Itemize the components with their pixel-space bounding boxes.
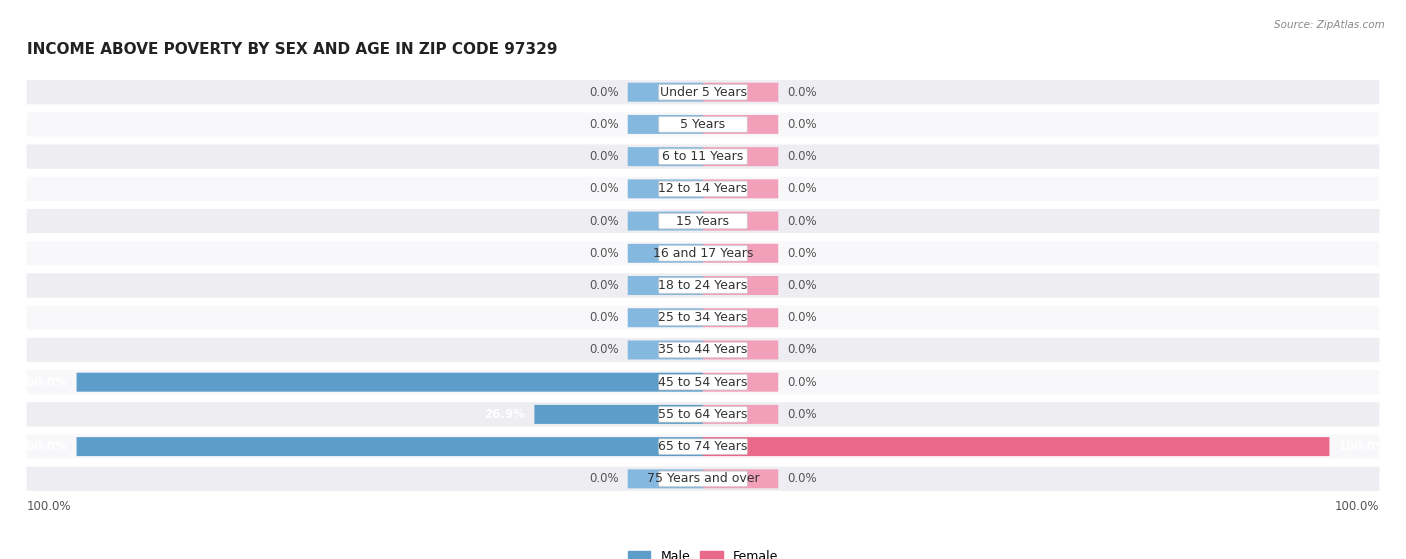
- FancyBboxPatch shape: [659, 342, 747, 358]
- FancyBboxPatch shape: [703, 211, 779, 230]
- FancyBboxPatch shape: [703, 276, 779, 295]
- FancyBboxPatch shape: [627, 211, 703, 230]
- FancyBboxPatch shape: [703, 308, 779, 327]
- FancyBboxPatch shape: [534, 405, 703, 424]
- FancyBboxPatch shape: [27, 241, 1379, 266]
- FancyBboxPatch shape: [27, 467, 1379, 491]
- Text: 0.0%: 0.0%: [787, 86, 817, 99]
- Text: Source: ZipAtlas.com: Source: ZipAtlas.com: [1274, 20, 1385, 30]
- Text: 35 to 44 Years: 35 to 44 Years: [658, 343, 748, 357]
- FancyBboxPatch shape: [27, 177, 1379, 201]
- FancyBboxPatch shape: [703, 437, 1330, 456]
- Text: 0.0%: 0.0%: [787, 182, 817, 195]
- Text: 16 and 17 Years: 16 and 17 Years: [652, 247, 754, 260]
- FancyBboxPatch shape: [27, 273, 1379, 297]
- FancyBboxPatch shape: [703, 340, 779, 359]
- FancyBboxPatch shape: [703, 470, 779, 489]
- FancyBboxPatch shape: [659, 310, 747, 325]
- FancyBboxPatch shape: [659, 278, 747, 293]
- FancyBboxPatch shape: [627, 276, 703, 295]
- FancyBboxPatch shape: [659, 117, 747, 132]
- Text: 5 Years: 5 Years: [681, 118, 725, 131]
- Text: 26.9%: 26.9%: [484, 408, 524, 421]
- Text: 12 to 14 Years: 12 to 14 Years: [658, 182, 748, 195]
- Text: 100.0%: 100.0%: [1339, 440, 1388, 453]
- Text: 0.0%: 0.0%: [589, 215, 619, 228]
- Text: 0.0%: 0.0%: [787, 311, 817, 324]
- Text: 0.0%: 0.0%: [787, 376, 817, 389]
- Text: 0.0%: 0.0%: [589, 182, 619, 195]
- Text: 100.0%: 100.0%: [27, 500, 72, 513]
- FancyBboxPatch shape: [659, 181, 747, 197]
- FancyBboxPatch shape: [659, 439, 747, 454]
- FancyBboxPatch shape: [27, 306, 1379, 330]
- FancyBboxPatch shape: [627, 115, 703, 134]
- FancyBboxPatch shape: [627, 244, 703, 263]
- FancyBboxPatch shape: [76, 437, 703, 456]
- FancyBboxPatch shape: [627, 308, 703, 327]
- Text: 65 to 74 Years: 65 to 74 Years: [658, 440, 748, 453]
- FancyBboxPatch shape: [703, 179, 779, 198]
- Text: 0.0%: 0.0%: [589, 118, 619, 131]
- Text: 100.0%: 100.0%: [18, 376, 67, 389]
- Text: 0.0%: 0.0%: [787, 408, 817, 421]
- Text: 0.0%: 0.0%: [589, 343, 619, 357]
- Text: 0.0%: 0.0%: [787, 150, 817, 163]
- FancyBboxPatch shape: [27, 145, 1379, 169]
- Text: INCOME ABOVE POVERTY BY SEX AND AGE IN ZIP CODE 97329: INCOME ABOVE POVERTY BY SEX AND AGE IN Z…: [27, 42, 557, 57]
- FancyBboxPatch shape: [659, 471, 747, 486]
- Text: 18 to 24 Years: 18 to 24 Years: [658, 279, 748, 292]
- Text: 0.0%: 0.0%: [589, 247, 619, 260]
- Text: 0.0%: 0.0%: [787, 247, 817, 260]
- FancyBboxPatch shape: [27, 402, 1379, 427]
- FancyBboxPatch shape: [627, 83, 703, 102]
- FancyBboxPatch shape: [27, 80, 1379, 105]
- Text: 0.0%: 0.0%: [787, 215, 817, 228]
- Text: 15 Years: 15 Years: [676, 215, 730, 228]
- Text: Under 5 Years: Under 5 Years: [659, 86, 747, 99]
- Text: 0.0%: 0.0%: [589, 150, 619, 163]
- FancyBboxPatch shape: [627, 179, 703, 198]
- Text: 0.0%: 0.0%: [787, 472, 817, 485]
- FancyBboxPatch shape: [27, 209, 1379, 233]
- Text: 0.0%: 0.0%: [589, 86, 619, 99]
- FancyBboxPatch shape: [703, 244, 779, 263]
- FancyBboxPatch shape: [703, 405, 779, 424]
- Text: 0.0%: 0.0%: [787, 343, 817, 357]
- FancyBboxPatch shape: [627, 147, 703, 166]
- FancyBboxPatch shape: [659, 214, 747, 229]
- Text: 0.0%: 0.0%: [787, 279, 817, 292]
- FancyBboxPatch shape: [703, 115, 779, 134]
- FancyBboxPatch shape: [703, 83, 779, 102]
- Text: 0.0%: 0.0%: [589, 279, 619, 292]
- FancyBboxPatch shape: [659, 375, 747, 390]
- Text: 75 Years and over: 75 Years and over: [647, 472, 759, 485]
- FancyBboxPatch shape: [27, 338, 1379, 362]
- FancyBboxPatch shape: [659, 84, 747, 100]
- FancyBboxPatch shape: [659, 406, 747, 422]
- FancyBboxPatch shape: [27, 434, 1379, 459]
- FancyBboxPatch shape: [627, 470, 703, 489]
- FancyBboxPatch shape: [703, 373, 779, 392]
- FancyBboxPatch shape: [627, 340, 703, 359]
- FancyBboxPatch shape: [703, 147, 779, 166]
- Text: 55 to 64 Years: 55 to 64 Years: [658, 408, 748, 421]
- Text: 0.0%: 0.0%: [589, 472, 619, 485]
- Text: 0.0%: 0.0%: [787, 118, 817, 131]
- Text: 100.0%: 100.0%: [1334, 500, 1379, 513]
- Text: 25 to 34 Years: 25 to 34 Years: [658, 311, 748, 324]
- FancyBboxPatch shape: [76, 373, 703, 392]
- Legend: Male, Female: Male, Female: [623, 546, 783, 559]
- Text: 100.0%: 100.0%: [18, 440, 67, 453]
- FancyBboxPatch shape: [659, 149, 747, 164]
- FancyBboxPatch shape: [27, 370, 1379, 394]
- Text: 0.0%: 0.0%: [589, 311, 619, 324]
- FancyBboxPatch shape: [27, 112, 1379, 136]
- Text: 45 to 54 Years: 45 to 54 Years: [658, 376, 748, 389]
- FancyBboxPatch shape: [659, 245, 747, 261]
- Text: 6 to 11 Years: 6 to 11 Years: [662, 150, 744, 163]
